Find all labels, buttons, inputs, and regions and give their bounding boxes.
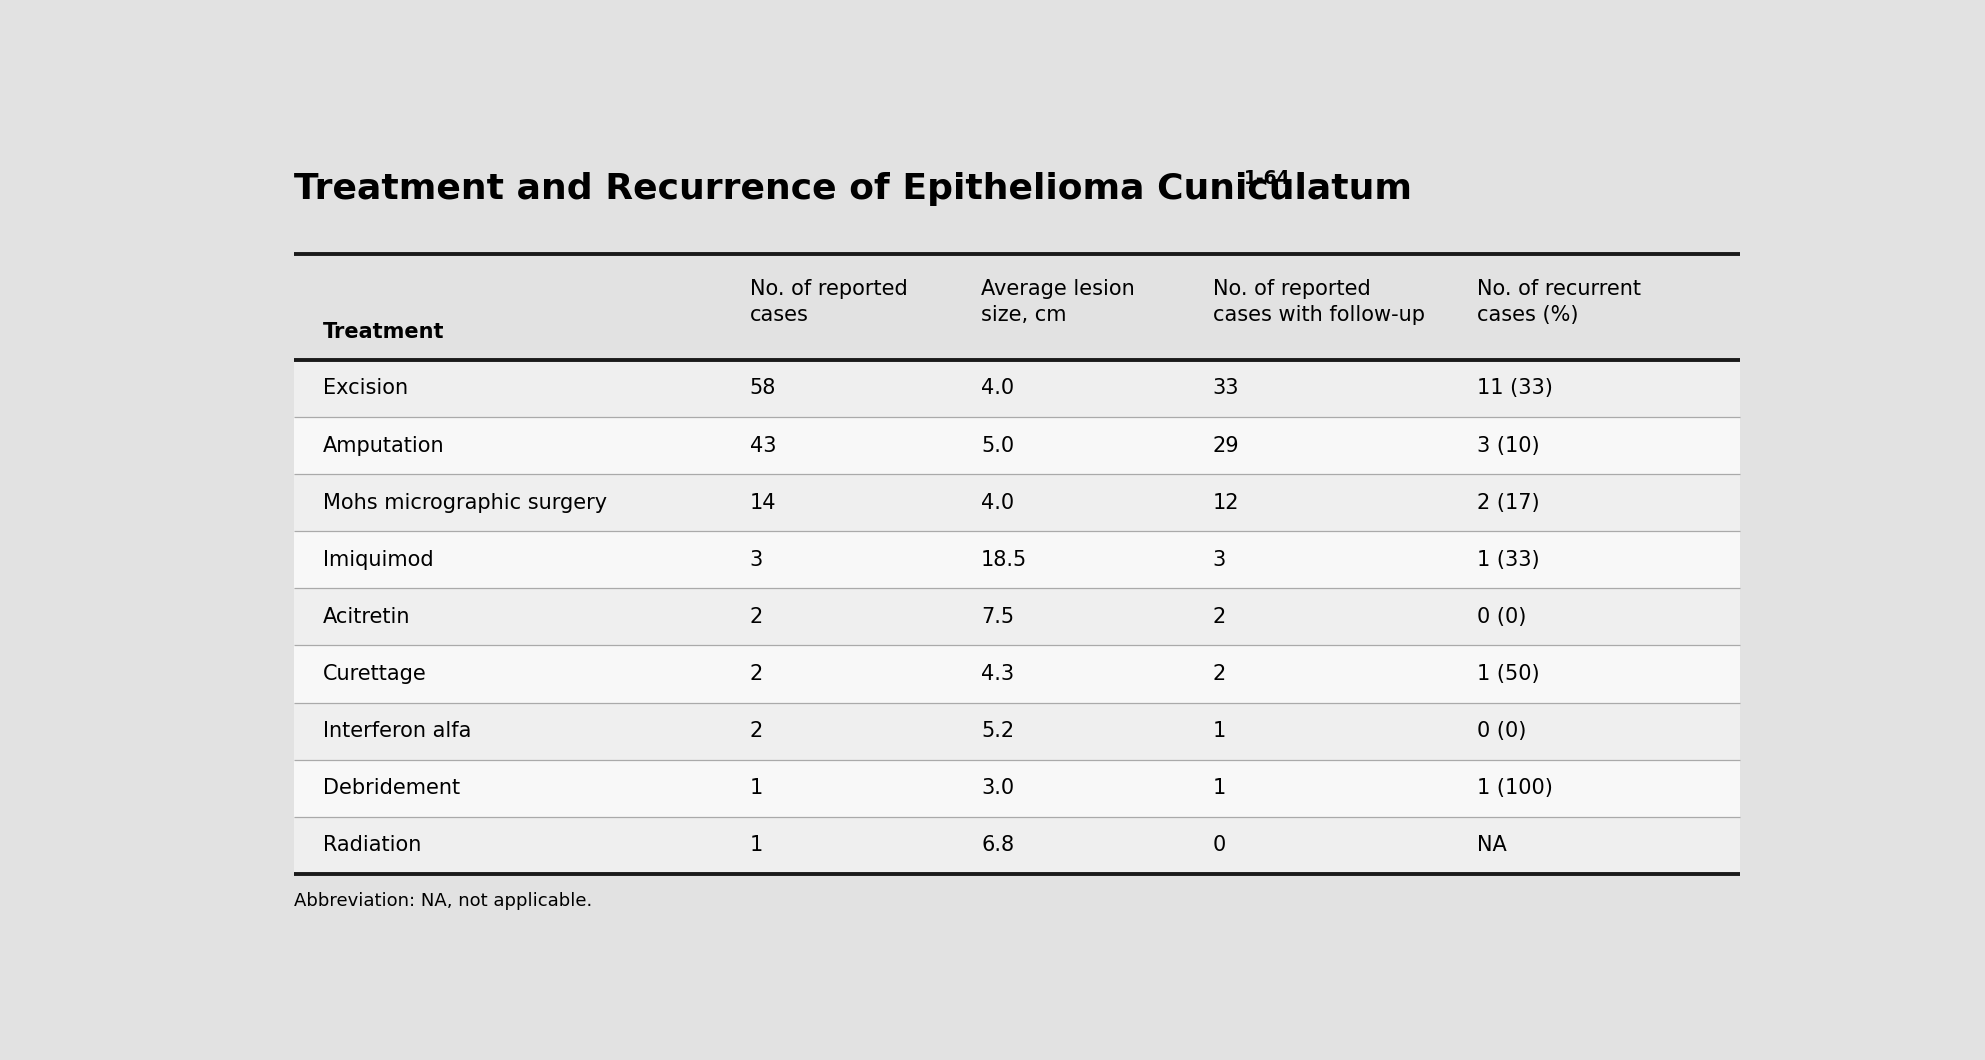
Text: 18.5: 18.5: [981, 550, 1028, 570]
Bar: [294, 817, 1741, 874]
Text: Average lesion
size, cm: Average lesion size, cm: [981, 279, 1135, 324]
Text: NA: NA: [1477, 835, 1507, 855]
Text: 6.8: 6.8: [981, 835, 1014, 855]
Text: Curettage: Curettage: [324, 664, 427, 684]
Text: 1: 1: [750, 778, 762, 798]
Text: 29: 29: [1213, 436, 1239, 456]
Text: Debridement: Debridement: [324, 778, 461, 798]
Text: 0: 0: [1213, 835, 1227, 855]
Text: Acitretin: Acitretin: [324, 607, 411, 626]
Text: 33: 33: [1213, 378, 1239, 399]
Text: 5.2: 5.2: [981, 721, 1014, 741]
Text: Excision: Excision: [324, 378, 409, 399]
Text: 14: 14: [750, 493, 776, 513]
Text: 58: 58: [750, 378, 776, 399]
Text: Amputation: Amputation: [324, 436, 445, 456]
Text: No. of recurrent
cases (%): No. of recurrent cases (%): [1477, 279, 1642, 324]
Text: 2: 2: [1213, 607, 1227, 626]
Text: 0 (0): 0 (0): [1477, 607, 1526, 626]
Bar: [294, 253, 1741, 359]
Text: 2: 2: [1213, 664, 1227, 684]
Text: 1 (33): 1 (33): [1477, 550, 1540, 570]
Text: 1-64: 1-64: [1243, 169, 1290, 188]
Text: 2: 2: [750, 721, 762, 741]
Text: 1 (50): 1 (50): [1477, 664, 1540, 684]
Text: 3.0: 3.0: [981, 778, 1014, 798]
Bar: [294, 474, 1741, 531]
Text: 2: 2: [750, 607, 762, 626]
Text: Radiation: Radiation: [324, 835, 421, 855]
Text: Interferon alfa: Interferon alfa: [324, 721, 472, 741]
Text: Treatment: Treatment: [324, 322, 445, 342]
Text: 5.0: 5.0: [981, 436, 1014, 456]
Text: 1: 1: [1213, 721, 1227, 741]
Text: No. of reported
cases with follow-up: No. of reported cases with follow-up: [1213, 279, 1425, 324]
Bar: [294, 588, 1741, 646]
Text: 43: 43: [750, 436, 776, 456]
Text: Abbreviation: NA, not applicable.: Abbreviation: NA, not applicable.: [294, 891, 594, 909]
Text: 11 (33): 11 (33): [1477, 378, 1552, 399]
Text: 3 (10): 3 (10): [1477, 436, 1540, 456]
Text: 4.0: 4.0: [981, 378, 1014, 399]
Text: 1 (100): 1 (100): [1477, 778, 1552, 798]
Text: 2 (17): 2 (17): [1477, 493, 1540, 513]
Text: Imiquimod: Imiquimod: [324, 550, 435, 570]
Text: No. of reported
cases: No. of reported cases: [750, 279, 907, 324]
Text: 4.3: 4.3: [981, 664, 1014, 684]
Text: Treatment and Recurrence of Epithelioma Cuniculatum: Treatment and Recurrence of Epithelioma …: [294, 172, 1411, 206]
Text: 0 (0): 0 (0): [1477, 721, 1526, 741]
Text: 7.5: 7.5: [981, 607, 1014, 626]
Text: 3: 3: [1213, 550, 1227, 570]
Bar: [294, 531, 1741, 588]
Text: 1: 1: [1213, 778, 1227, 798]
Text: 1: 1: [750, 835, 762, 855]
Text: Mohs micrographic surgery: Mohs micrographic surgery: [324, 493, 607, 513]
Text: 2: 2: [750, 664, 762, 684]
Text: 12: 12: [1213, 493, 1239, 513]
Bar: [294, 417, 1741, 474]
Bar: [294, 760, 1741, 817]
Text: 3: 3: [750, 550, 762, 570]
Bar: [294, 646, 1741, 703]
Text: 4.0: 4.0: [981, 493, 1014, 513]
Bar: [294, 359, 1741, 417]
Bar: [294, 703, 1741, 760]
